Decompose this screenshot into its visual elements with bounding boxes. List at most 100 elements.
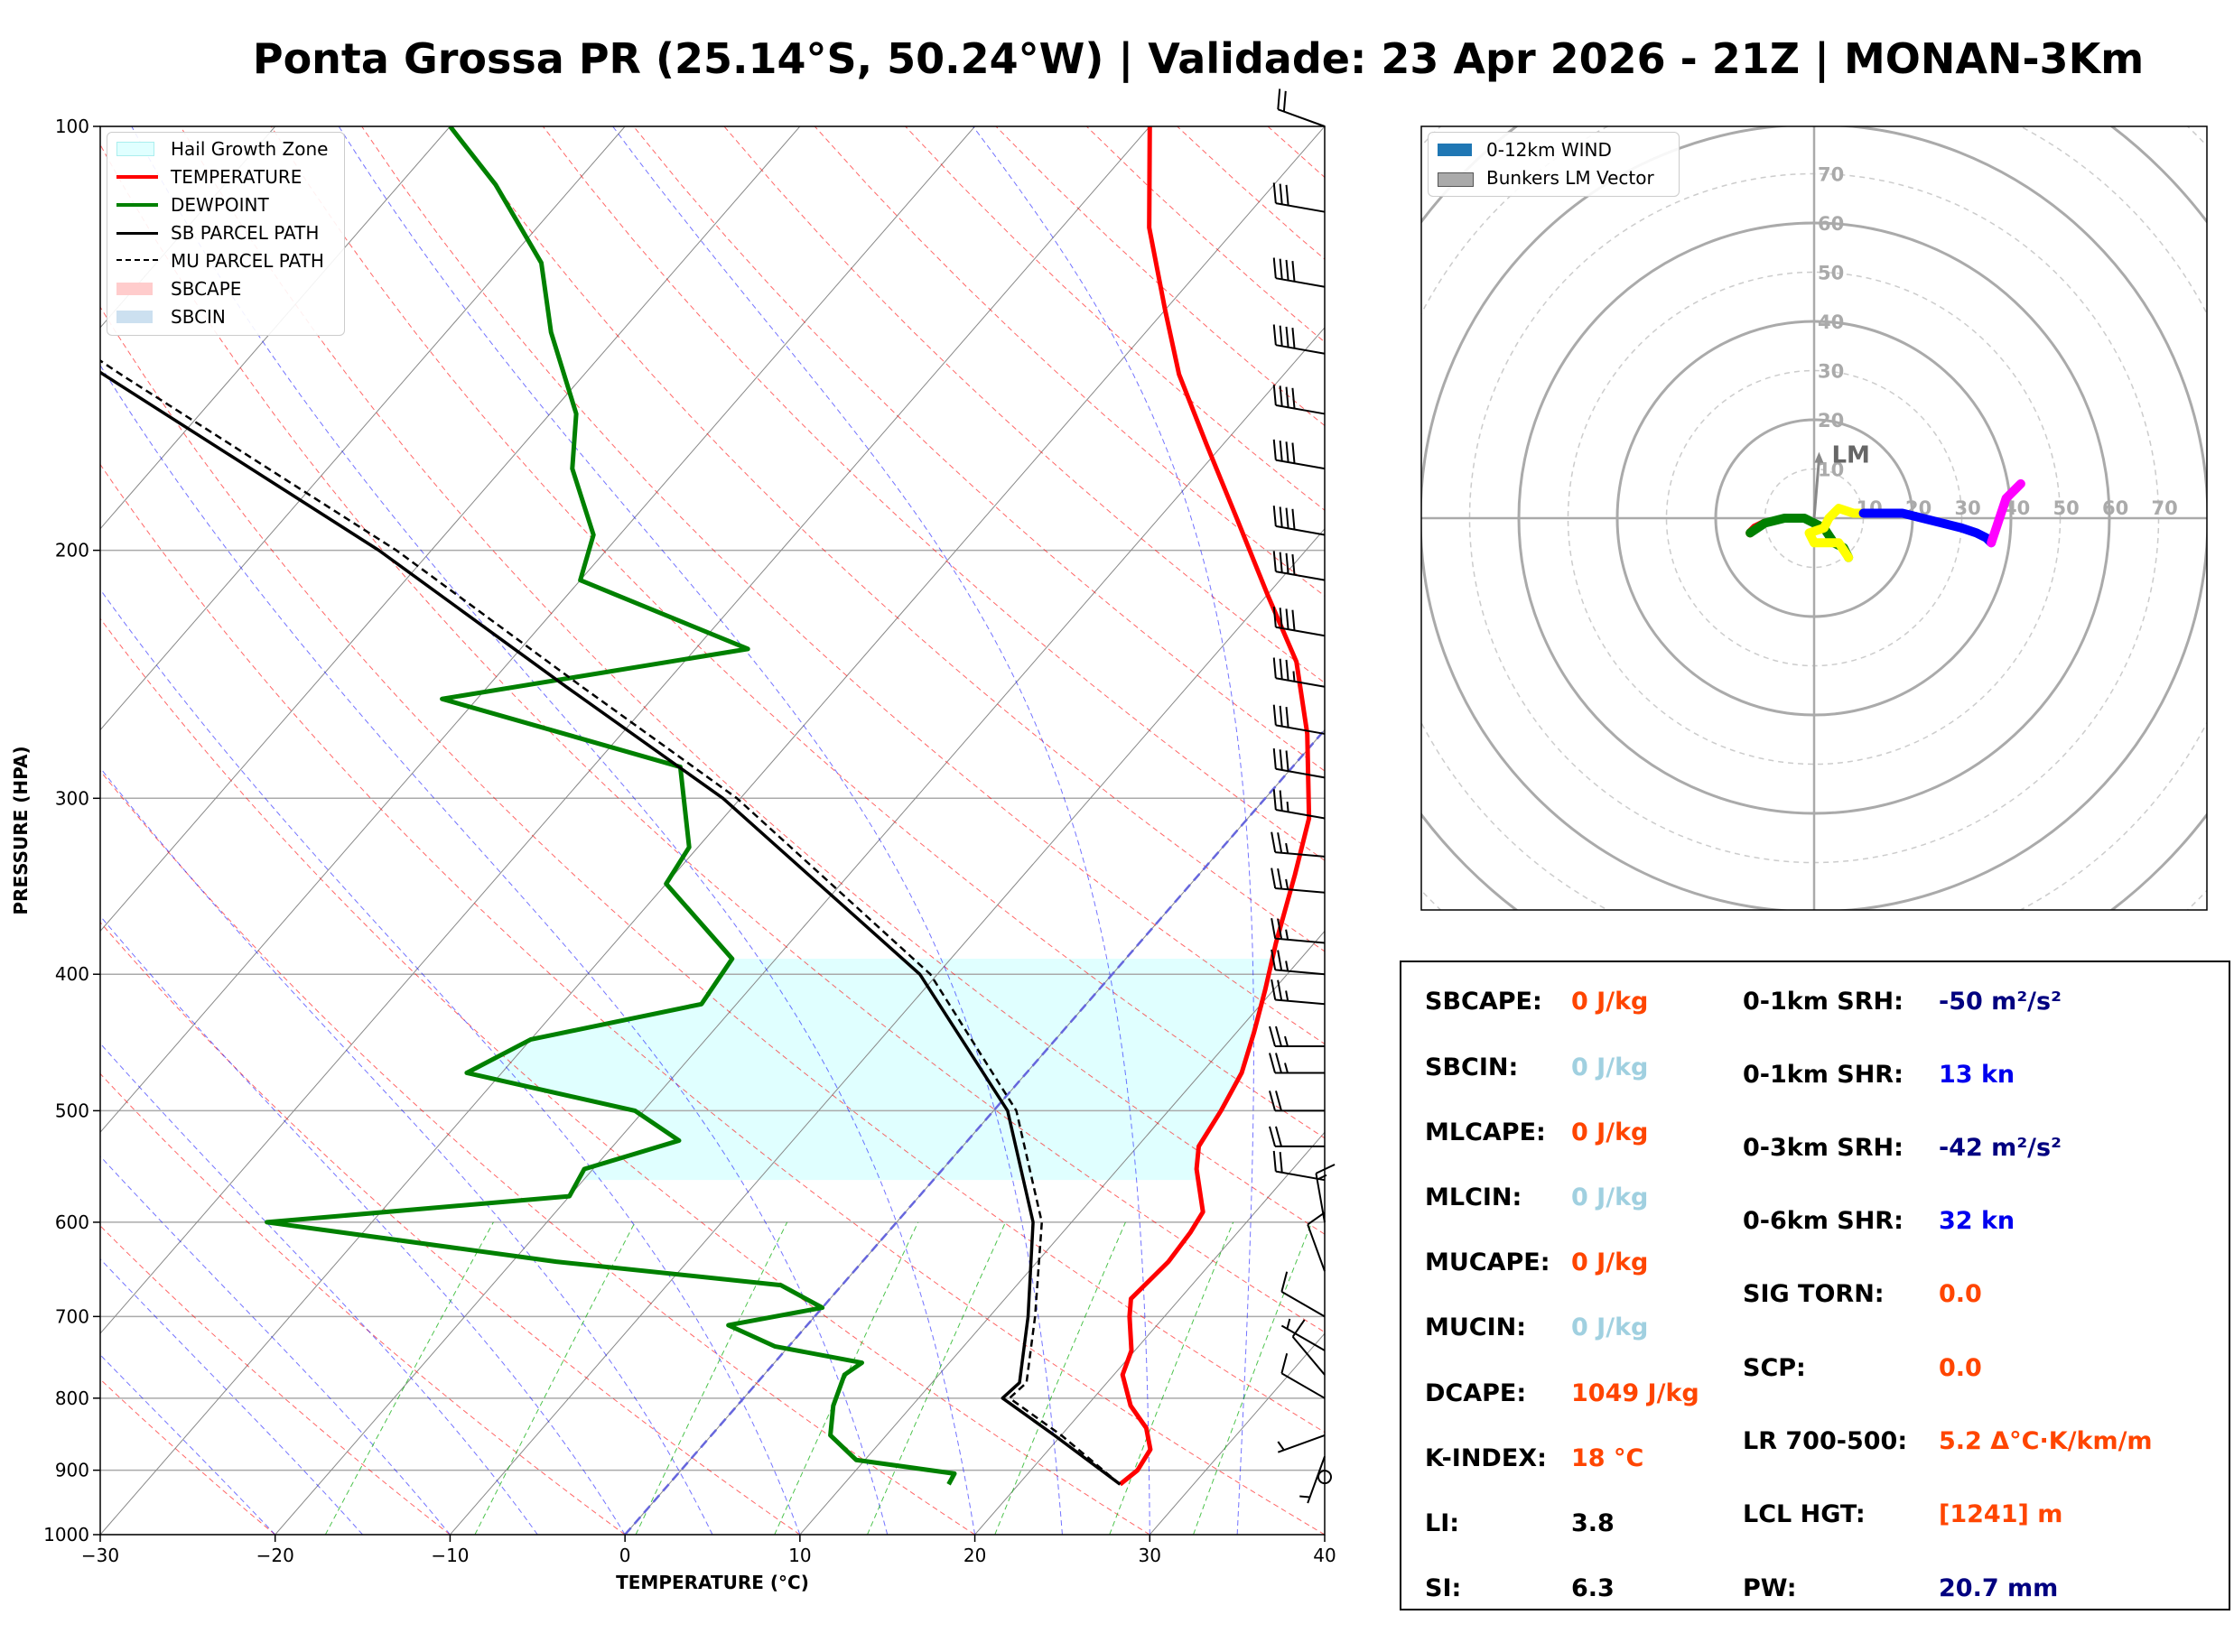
wind-barb	[1271, 979, 1326, 1006]
dry-adiabat	[100, 921, 801, 1535]
stat-value-lcl: [1241] m	[1939, 1500, 2063, 1528]
stat-value-li: 3.8	[1571, 1509, 1615, 1537]
hodograph-ring-label: 20	[1818, 410, 1844, 432]
dry-adiabat	[100, 463, 1325, 1535]
y-tick-label: 800	[55, 1387, 89, 1409]
dry-adiabat	[100, 1225, 451, 1535]
mixing-ratio-line	[774, 1221, 919, 1535]
stat-label-si: SI:	[1425, 1574, 1462, 1602]
wind-barb	[1272, 606, 1326, 637]
x-tick-label: 10	[788, 1545, 811, 1566]
y-tick-label: 700	[55, 1305, 89, 1327]
wind-barb	[1272, 789, 1326, 820]
x-tick-label: −30	[81, 1545, 119, 1566]
dry-adiabat	[100, 1378, 276, 1535]
isotherm	[100, 126, 975, 1134]
legend-label-mu: MU PARCEL PATH	[171, 250, 324, 272]
stat-label-li: LI:	[1425, 1509, 1460, 1537]
hodograph-ring-label: 60	[2102, 497, 2128, 519]
hail-growth-zone	[473, 959, 1273, 1181]
moist-adiabat	[100, 364, 889, 1535]
dry-adiabat	[100, 617, 1150, 1535]
y-tick-label: 1000	[43, 1524, 89, 1545]
stat-value-lr: 5.2 Δ°C·K/km/m	[1939, 1427, 2153, 1455]
moist-adiabat	[100, 1354, 276, 1535]
stat-value-dcape: 1049 J/kg	[1571, 1379, 1699, 1407]
isotherm	[100, 126, 1325, 1535]
legend-label-sb: SB PARCEL PATH	[171, 222, 320, 244]
dry-adiabat	[100, 306, 1325, 1434]
hodograph-ring-label: 40	[1818, 311, 1844, 333]
temperature-line	[1118, 126, 1312, 1487]
wind-barb	[1269, 1091, 1325, 1112]
wind-barb	[1269, 1126, 1325, 1147]
wind-barb	[1307, 1211, 1326, 1272]
wind-barb	[1272, 747, 1326, 779]
stat-label-shr01: 0-1km SHR:	[1743, 1061, 1904, 1089]
dry-adiabat	[180, 126, 1325, 1235]
legend-swatch-lm	[1438, 172, 1474, 187]
stat-label-sbcape: SBCAPE:	[1425, 988, 1542, 1016]
isotherm	[799, 930, 1325, 1535]
mixing-ratio-line	[1109, 1221, 1234, 1535]
wind-barb	[1272, 551, 1326, 581]
isotherm	[100, 126, 626, 731]
bunkers-lm-vector	[1812, 459, 1820, 519]
stat-label-mucape: MUCAPE:	[1425, 1248, 1550, 1276]
stat-value-kindex: 18 °C	[1571, 1444, 1644, 1472]
moist-adiabat	[973, 126, 1254, 1535]
wind-barb	[1272, 182, 1326, 213]
y-tick-label: 200	[55, 540, 89, 561]
hodograph-ring-label: 70	[1818, 164, 1844, 186]
stat-value-sbcape: 0 J/kg	[1571, 988, 1649, 1016]
wind-barb	[1272, 439, 1326, 470]
stat-label-lcl: LCL HGT:	[1743, 1500, 1866, 1528]
dry-adiabat	[361, 126, 1325, 1045]
wind-barb	[1272, 657, 1326, 688]
stat-value-scp: 0.0	[1939, 1354, 1982, 1382]
stat-label-pw: PW:	[1743, 1574, 1797, 1602]
wind-barb	[1280, 1318, 1326, 1351]
wind-barb	[1315, 1164, 1336, 1223]
legend-label-hail: Hail Growth Zone	[171, 138, 329, 160]
indices-panel: SBCAPE: 0 J/kg SBCIN: 0 J/kg MLCAPE: 0 J…	[1400, 961, 2230, 1610]
y-tick-label: 600	[55, 1211, 89, 1233]
moist-adiabat	[100, 915, 626, 1535]
mixing-ratio-line	[474, 1221, 636, 1535]
stat-label-dcape: DCAPE:	[1425, 1379, 1527, 1407]
stat-value-mlcin: 0 J/kg	[1571, 1183, 1649, 1211]
isotherm	[275, 327, 1325, 1535]
moist-adiabat	[612, 126, 1150, 1535]
wind-barb	[1272, 385, 1326, 415]
hodograph-legend: 0-12km WIND Bunkers LM Vector	[1428, 132, 1680, 197]
legend-label-lm: Bunkers LM Vector	[1486, 167, 1654, 189]
legend-swatch-mu	[116, 259, 158, 261]
x-tick-label: 30	[1139, 1545, 1161, 1566]
x-axis-label: TEMPERATURE (°C)	[616, 1572, 809, 1593]
x-tick-label: 40	[1313, 1545, 1336, 1566]
legend-swatch-dew	[116, 203, 158, 207]
moist-adiabat	[100, 766, 713, 1535]
hodograph-frame	[1420, 125, 2208, 911]
hodograph-segment	[1858, 508, 1997, 548]
stat-value-pw: 20.7 mm	[1939, 1574, 2059, 1602]
legend-swatch-sbcape	[116, 283, 153, 295]
legend-label-temp: TEMPERATURE	[171, 166, 303, 188]
dewpoint-line	[265, 126, 957, 1486]
freezing-isotherm	[624, 728, 1325, 1535]
wind-barb	[1271, 918, 1326, 944]
stat-value-sigtorn: 0.0	[1939, 1280, 1982, 1308]
wind-barb	[1272, 1150, 1326, 1182]
stat-value-mucin: 0 J/kg	[1571, 1313, 1649, 1341]
wind-barb	[1317, 1470, 1332, 1485]
dry-adiabat	[633, 126, 1325, 772]
hodograph-segment	[1804, 504, 1868, 562]
mixing-ratio-line	[994, 1221, 1126, 1535]
stat-label-lr: LR 700-500:	[1743, 1427, 1908, 1455]
moist-adiabat	[100, 1155, 451, 1535]
wind-barb	[1280, 1271, 1326, 1318]
x-tick-label: 0	[619, 1545, 631, 1566]
y-tick-label: 900	[55, 1460, 89, 1481]
hodograph-segment	[1745, 514, 1854, 562]
stat-label-mucin: MUCIN:	[1425, 1313, 1527, 1341]
